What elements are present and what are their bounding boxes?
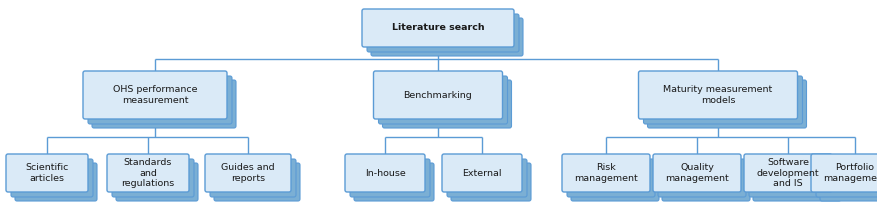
Text: Software
development
and IS: Software development and IS xyxy=(757,158,819,188)
FancyBboxPatch shape xyxy=(451,163,531,201)
FancyBboxPatch shape xyxy=(354,163,434,201)
FancyBboxPatch shape xyxy=(362,9,514,47)
FancyBboxPatch shape xyxy=(371,18,523,56)
FancyBboxPatch shape xyxy=(379,76,508,124)
FancyBboxPatch shape xyxy=(92,80,236,128)
FancyBboxPatch shape xyxy=(811,154,877,192)
FancyBboxPatch shape xyxy=(367,14,519,52)
FancyBboxPatch shape xyxy=(749,159,837,197)
Text: Literature search: Literature search xyxy=(392,24,484,32)
FancyBboxPatch shape xyxy=(744,154,832,192)
FancyBboxPatch shape xyxy=(644,76,802,124)
FancyBboxPatch shape xyxy=(816,159,877,197)
FancyBboxPatch shape xyxy=(638,71,797,119)
FancyBboxPatch shape xyxy=(205,154,291,192)
FancyBboxPatch shape xyxy=(662,163,750,201)
FancyBboxPatch shape xyxy=(820,163,877,201)
FancyBboxPatch shape xyxy=(382,80,511,128)
Text: In-house: In-house xyxy=(365,169,405,177)
FancyBboxPatch shape xyxy=(15,163,97,201)
FancyBboxPatch shape xyxy=(350,159,430,197)
FancyBboxPatch shape xyxy=(210,159,296,197)
FancyBboxPatch shape xyxy=(653,154,741,192)
Text: Standards
and
regulations: Standards and regulations xyxy=(121,158,175,188)
FancyBboxPatch shape xyxy=(374,71,503,119)
Text: OHS performance
measurement: OHS performance measurement xyxy=(113,85,197,105)
Text: External: External xyxy=(462,169,502,177)
FancyBboxPatch shape xyxy=(107,154,189,192)
Text: Maturity measurement
models: Maturity measurement models xyxy=(663,85,773,105)
FancyBboxPatch shape xyxy=(112,159,194,197)
Text: Risk
management: Risk management xyxy=(574,163,638,183)
FancyBboxPatch shape xyxy=(753,163,841,201)
FancyBboxPatch shape xyxy=(11,159,93,197)
FancyBboxPatch shape xyxy=(442,154,522,192)
FancyBboxPatch shape xyxy=(567,159,655,197)
Text: Portfolio
management: Portfolio management xyxy=(824,163,877,183)
Text: Benchmarking: Benchmarking xyxy=(403,91,473,99)
FancyBboxPatch shape xyxy=(571,163,659,201)
FancyBboxPatch shape xyxy=(658,159,746,197)
FancyBboxPatch shape xyxy=(562,154,650,192)
Text: Guides and
reports: Guides and reports xyxy=(221,163,275,183)
FancyBboxPatch shape xyxy=(345,154,425,192)
FancyBboxPatch shape xyxy=(83,71,227,119)
Text: Scientific
articles: Scientific articles xyxy=(25,163,68,183)
FancyBboxPatch shape xyxy=(116,163,198,201)
FancyBboxPatch shape xyxy=(6,154,88,192)
FancyBboxPatch shape xyxy=(447,159,527,197)
FancyBboxPatch shape xyxy=(647,80,807,128)
FancyBboxPatch shape xyxy=(214,163,300,201)
FancyBboxPatch shape xyxy=(88,76,232,124)
Text: Quality
management: Quality management xyxy=(665,163,729,183)
